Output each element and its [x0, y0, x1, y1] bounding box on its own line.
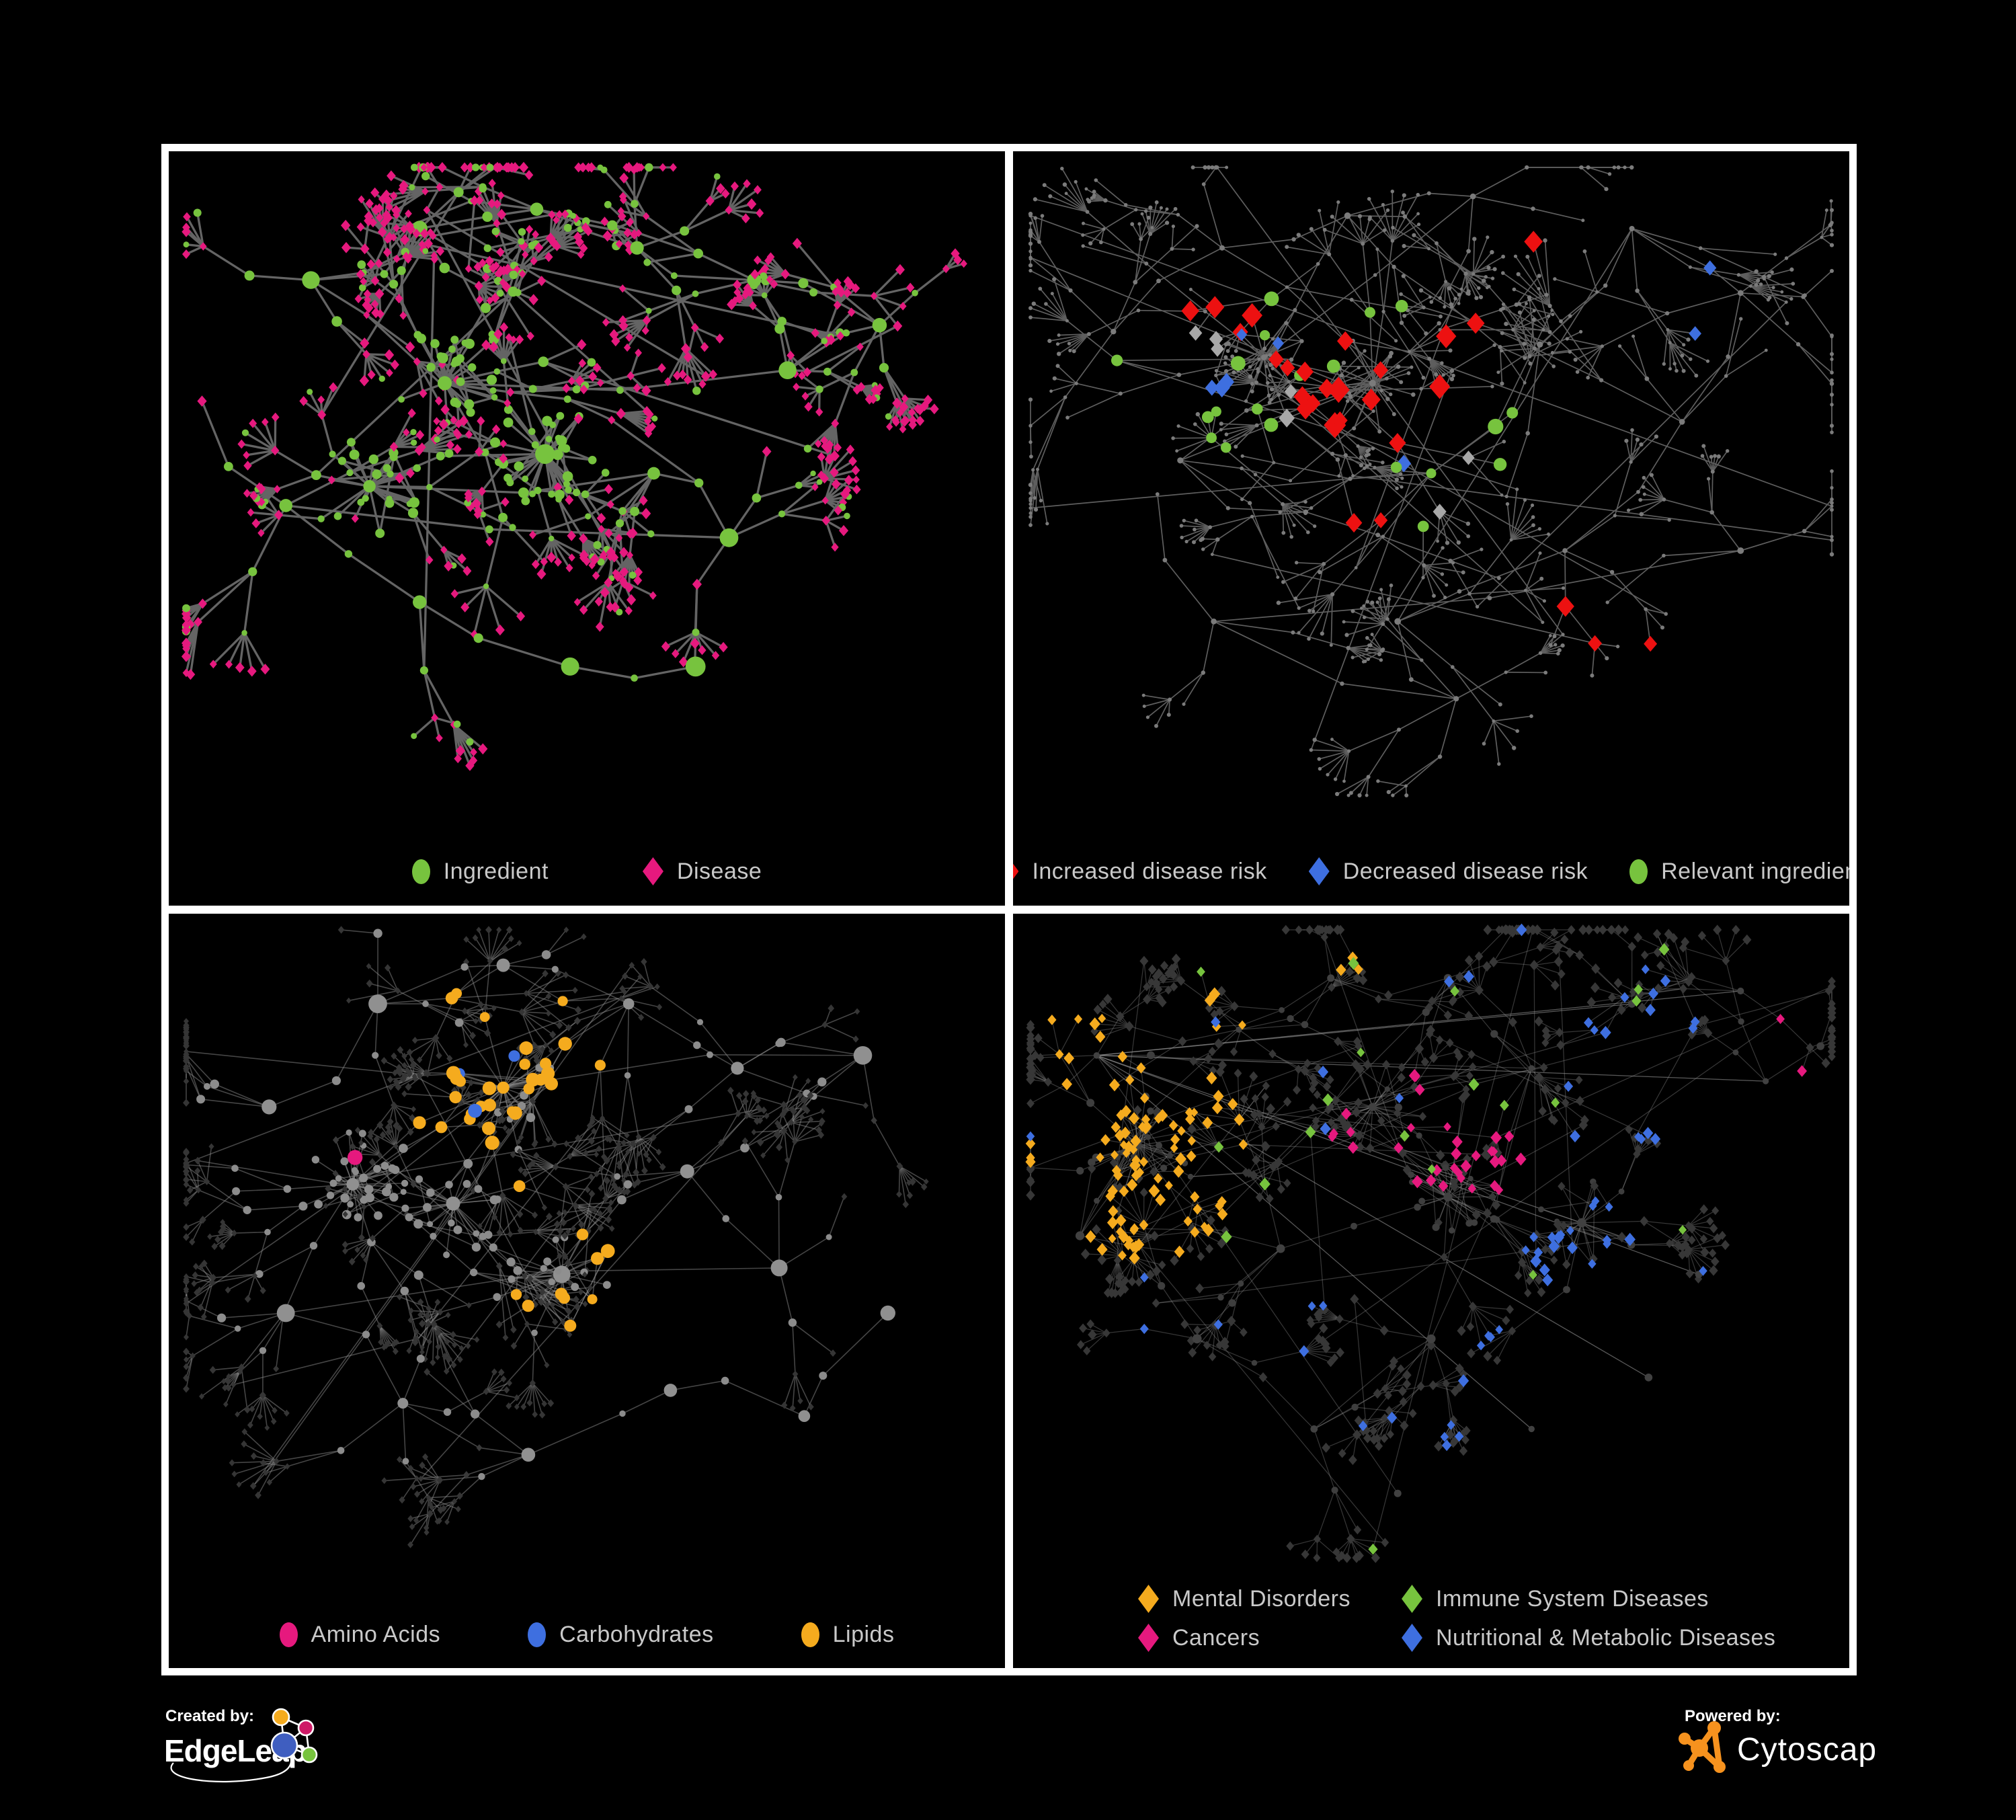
legend-label: Mental Disorders: [1172, 1585, 1350, 1612]
legend-item-relevant-ingredient: Relevant ingredient: [1629, 859, 1849, 885]
legend-disease-risk: Increased disease risk Decreased disease …: [1013, 857, 1849, 885]
legend-label: Ingredient: [443, 858, 549, 884]
legend-ingredient-classes: Amino Acids Carbohydrates Lipids: [169, 1622, 1005, 1648]
powered-by-label: Powered by:: [1685, 1707, 1781, 1725]
panel-ingredient-classes: Amino Acids Carbohydrates Lipids: [169, 914, 1005, 1668]
figure-grid: Ingredient Disease Increased disease risk…: [161, 144, 1857, 1675]
ingredient-circle-icon: [411, 859, 430, 884]
amino-acids-circle-icon: [279, 1622, 298, 1647]
legend-item-immune-system-diseases: Immune System Diseases: [1402, 1585, 1709, 1613]
legend-row: Increased disease risk Decreased disease …: [1013, 857, 1849, 885]
legend-row: Amino Acids Carbohydrates Lipids: [279, 1622, 895, 1648]
network-ingredient-classes: [182, 926, 929, 1548]
legend-row: Mental Disorders Immune System Diseases: [1138, 1585, 1709, 1613]
legend-item-carbohydrates: Carbohydrates: [528, 1622, 714, 1648]
increased-disease-risk-diamond-icon: [1013, 857, 1019, 885]
legend-row: Cancers Nutritional & Metabolic Diseases: [1138, 1624, 1775, 1652]
legend-ingredient-disease: Ingredient Disease: [169, 857, 1005, 885]
network-ingredient-disease: [181, 161, 967, 771]
decreased-disease-risk-diamond-icon: [1308, 857, 1330, 885]
mental-disorders-diamond-icon: [1138, 1585, 1159, 1613]
cancers-diamond-icon: [1138, 1624, 1159, 1652]
legend-item-lipids: Lipids: [801, 1622, 895, 1648]
lipids-circle-icon: [801, 1622, 819, 1647]
legend-label: Increased disease risk: [1032, 858, 1267, 884]
legend-label: Cancers: [1172, 1624, 1260, 1651]
legend-item-ingredient: Ingredient: [411, 858, 549, 885]
legend-label: Disease: [676, 858, 762, 884]
legend-label: Relevant ingredient: [1661, 858, 1849, 884]
created-by-block: Created by: EdgeLeap: [160, 1705, 348, 1796]
legend-item-decreased-disease-risk: Decreased disease risk: [1308, 857, 1588, 885]
panel-disease-risk: Increased disease risk Decreased disease …: [1013, 151, 1849, 906]
legend-item-mental-disorders: Mental Disorders: [1138, 1585, 1402, 1613]
edgeleap-network-icon: [270, 1708, 318, 1764]
legend-disease-categories: Mental Disorders Immune System Diseases Ca…: [1013, 1585, 1849, 1652]
relevant-ingredient-circle-icon: [1629, 859, 1648, 884]
legend-row: Ingredient Disease: [411, 857, 762, 885]
network-disease-categories: [1025, 923, 1837, 1563]
legend-label: Carbohydrates: [559, 1622, 714, 1647]
nutritional-metabolic-diseases-diamond-icon: [1402, 1624, 1422, 1652]
legend-label: Nutritional & Metabolic Diseases: [1436, 1624, 1776, 1651]
cytoscape-logo: Powered by: Cytoscape: [1679, 1707, 1895, 1773]
legend-label: Immune System Diseases: [1436, 1585, 1709, 1612]
legend-item-cancers: Cancers: [1138, 1624, 1402, 1652]
panel-disease-categories: Mental Disorders Immune System Diseases Ca…: [1013, 914, 1849, 1668]
cytoscape-network-icon: [1679, 1721, 1726, 1773]
edgeleap-swoosh-icon: [170, 1747, 292, 1783]
legend-label: Lipids: [832, 1622, 895, 1647]
powered-by-block: Powered by: Cytoscape: [1675, 1705, 1895, 1796]
legend-item-nutritional-metabolic-diseases: Nutritional & Metabolic Diseases: [1402, 1624, 1775, 1652]
legend-label: Decreased disease risk: [1342, 858, 1588, 884]
carbohydrates-circle-icon: [528, 1622, 547, 1647]
network-disease-risk: [1028, 165, 1834, 798]
legend-item-disease: Disease: [642, 857, 762, 885]
cytoscape-brand: Cytoscape: [1737, 1732, 1877, 1768]
immune-system-diseases-diamond-icon: [1402, 1585, 1422, 1613]
legend-label: Amino Acids: [311, 1622, 441, 1647]
disease-diamond-icon: [642, 857, 663, 885]
legend-item-increased-disease-risk: Increased disease risk: [1013, 857, 1267, 885]
created-by-label: Created by:: [165, 1707, 254, 1725]
edgeleap-logo: Created by: EdgeLeap: [164, 1707, 318, 1783]
legend-item-amino-acids: Amino Acids: [279, 1622, 441, 1648]
panel-ingredient-disease: Ingredient Disease: [169, 151, 1005, 906]
